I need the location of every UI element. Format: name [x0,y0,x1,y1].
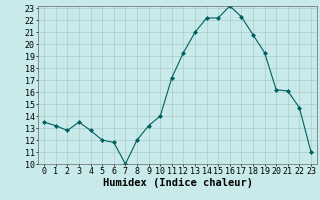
X-axis label: Humidex (Indice chaleur): Humidex (Indice chaleur) [103,178,252,188]
